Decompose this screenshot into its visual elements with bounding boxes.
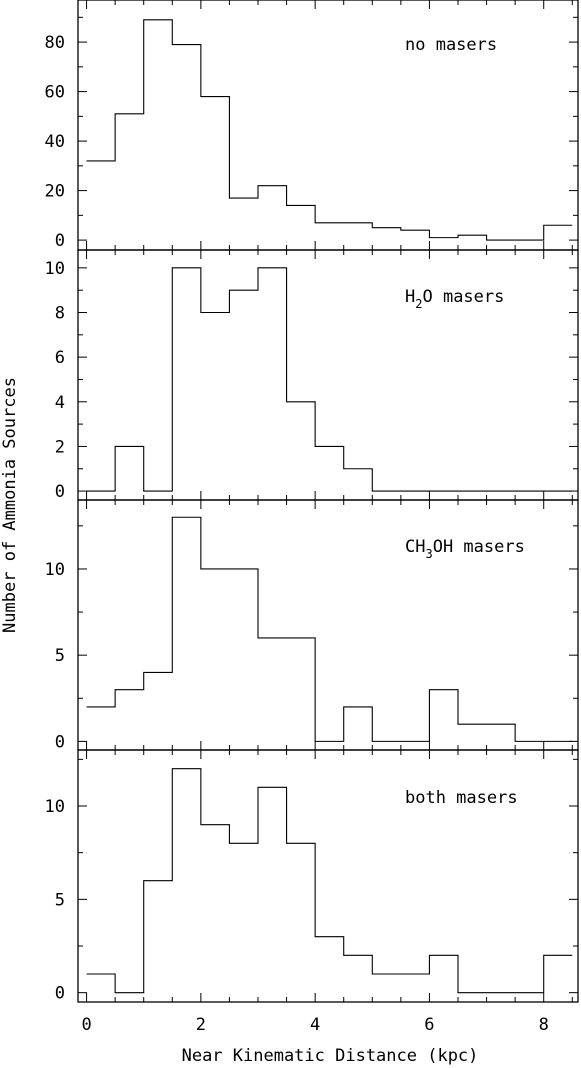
panel-label: no masers xyxy=(405,35,497,55)
y-tick-label: 0 xyxy=(55,984,65,1004)
y-tick-label: 5 xyxy=(55,890,65,910)
panel-2: 0 2 4 6 8 10 H2O masers xyxy=(45,249,579,502)
y-tick-label: 4 xyxy=(55,393,65,413)
y-tick-label: 60 xyxy=(45,83,65,103)
y-tick-label: 10 xyxy=(45,797,65,817)
y-tick-label: 2 xyxy=(55,437,65,457)
panel-label: H2O masers xyxy=(405,287,504,311)
x-tick-label: 4 xyxy=(310,1015,320,1035)
panel-1: 0 20 40 60 80 no masers xyxy=(45,0,579,251)
y-tick-label: 40 xyxy=(45,132,65,152)
y-tick-label: 10 xyxy=(45,259,65,279)
histogram-steps xyxy=(86,19,573,241)
x-tick-label: 6 xyxy=(424,1015,434,1035)
y-tick-label: 0 xyxy=(55,231,65,251)
y-tick-label: 6 xyxy=(55,348,65,368)
histogram-steps xyxy=(86,267,573,492)
y-tick-label: 5 xyxy=(55,646,65,666)
histogram-steps xyxy=(86,768,573,994)
panel-4: 0 5 10 both masers xyxy=(45,749,579,1004)
panel-frame xyxy=(77,0,579,251)
panel-frame xyxy=(77,749,579,1003)
x-tick-label: 2 xyxy=(196,1015,206,1035)
y-tick-label: 8 xyxy=(55,304,65,324)
histogram-steps xyxy=(86,516,573,742)
y-axis-label: Number of Ammonia Sources xyxy=(0,377,20,633)
y-tick-label: 0 xyxy=(55,482,65,502)
panel-label: both masers xyxy=(405,788,518,808)
y-tick-label: 10 xyxy=(45,560,65,580)
x-tick-label: 8 xyxy=(539,1015,549,1035)
x-tick-label: 0 xyxy=(81,1015,91,1035)
y-tick-label: 20 xyxy=(45,182,65,202)
y-tick-label: 0 xyxy=(55,732,65,752)
panel-label: CH3OH masers xyxy=(405,537,525,561)
x-axis-label: Near Kinematic Distance (kpc) xyxy=(182,1046,479,1066)
y-tick-label: 80 xyxy=(45,33,65,53)
panel-3: 0 5 10 CH3OH masers xyxy=(45,499,579,752)
